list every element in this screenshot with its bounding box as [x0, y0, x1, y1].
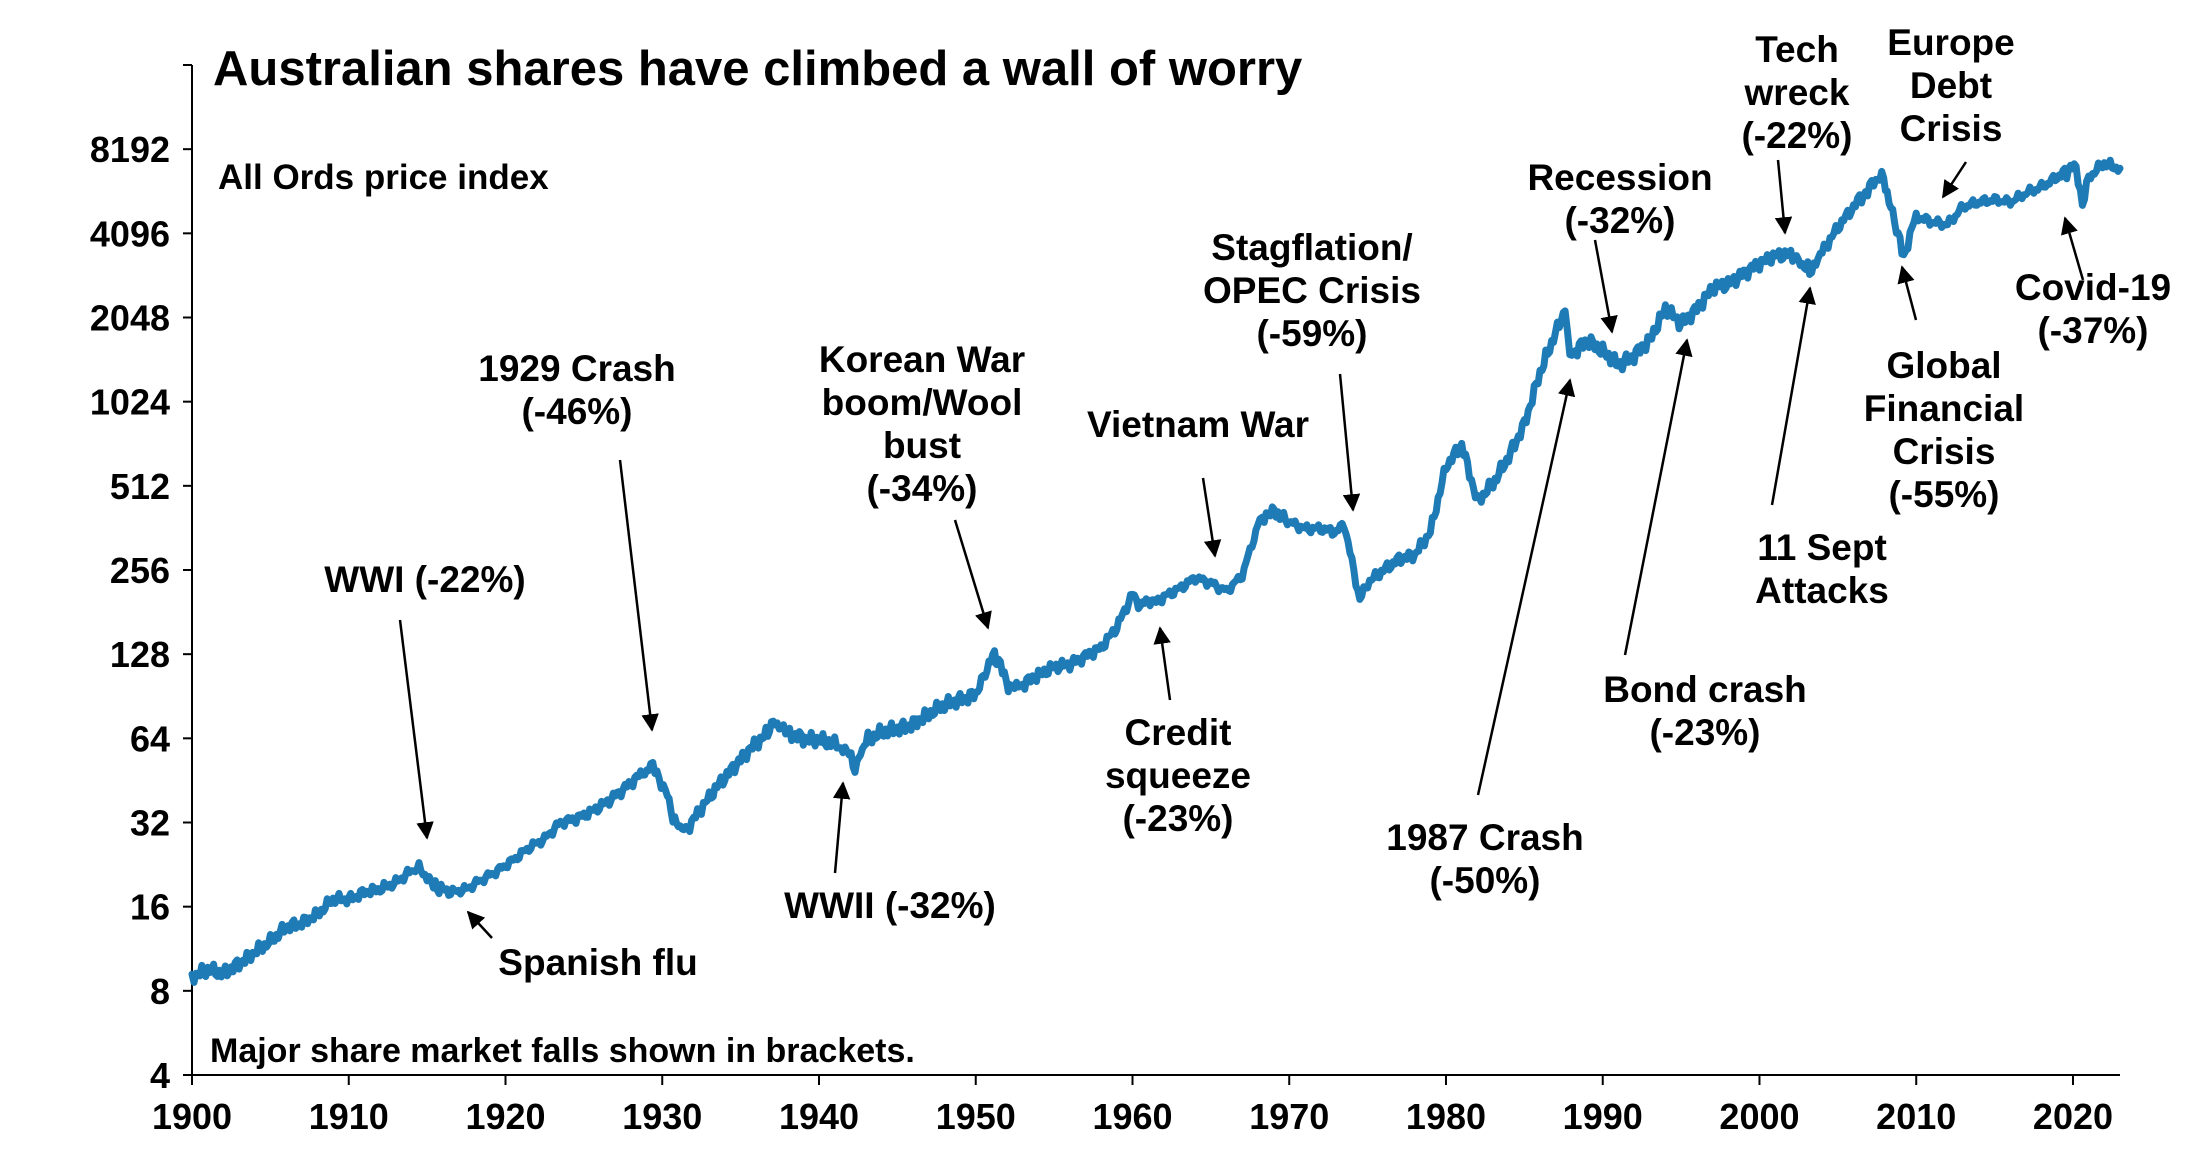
series-line	[188, 156, 2124, 986]
x-tick-label: 1910	[309, 1096, 389, 1137]
annotation-label: Tech wreck (-22%)	[1741, 29, 1852, 156]
x-tick-label: 1970	[1249, 1096, 1329, 1137]
annotation-arrow	[1153, 626, 1172, 701]
annotation-arrow	[1201, 477, 1222, 558]
y-tick-label: 2048	[90, 298, 170, 339]
y-tick-label: 256	[110, 550, 170, 591]
y-tick-label: 8192	[90, 129, 170, 170]
annotation-label: Vietnam War	[1087, 404, 1309, 445]
annotation: Recession (-32%)	[1527, 157, 1713, 334]
x-tick-label: 1980	[1406, 1096, 1486, 1137]
chart-note: Major share market falls shown in bracke…	[210, 1032, 915, 1070]
annotation-label: WWI (-22%)	[324, 559, 525, 600]
annotation-label: Global Financial Crisis (-55%)	[1864, 345, 2024, 515]
x-tick-label: 2000	[1719, 1096, 1799, 1137]
annotation: Spanish flu	[466, 910, 698, 983]
annotation-label: Bond crash (-23%)	[1603, 669, 1807, 753]
y-tick-label: 512	[110, 466, 170, 507]
x-tick-label: 1900	[152, 1096, 232, 1137]
axes: 4 8 16 32 64 128 256 512 1024 2048 4096 8192 1900 191…	[90, 64, 2120, 1137]
x-tick-label: 1930	[622, 1096, 702, 1137]
series-group	[188, 156, 2124, 986]
annotation-arrow	[1897, 265, 1918, 321]
annotation-label: 1929 Crash (-46%)	[478, 348, 675, 432]
annotation-label: 11 Sept Attacks	[1755, 527, 1889, 611]
annotation-label: Credit squeeze (-23%)	[1105, 712, 1251, 839]
annotation-arrow	[1593, 239, 1618, 334]
y-tick-label: 32	[130, 803, 170, 844]
annotation-arrow	[832, 781, 851, 874]
annotation-arrow	[1770, 286, 1816, 506]
annotation: Bond crash (-23%)	[1603, 338, 1807, 753]
x-tick-label: 2010	[1876, 1096, 1956, 1137]
chart-title: Australian shares have climbed a wall of…	[213, 42, 1302, 96]
annotation-arrow	[953, 519, 992, 630]
x-tick-label: 2020	[2033, 1096, 2113, 1137]
x-tick-label: 1950	[936, 1096, 1016, 1137]
annotation: Korean War boom/Wool bust (-34%)	[819, 339, 1025, 630]
y-tick-label: 1024	[90, 382, 170, 423]
annotations-group: WWI (-22%) Spanish flu 1929 Crash (-46%) WWI…	[324, 22, 2171, 983]
annotation-arrow	[1338, 373, 1361, 512]
annotation: WWII (-32%)	[784, 781, 996, 926]
annotation: Global Financial Crisis (-55%)	[1864, 265, 2024, 515]
x-tick-label: 1990	[1563, 1096, 1643, 1137]
annotation-label: Stagflation/OPEC Crisis (-59%)	[1203, 227, 1421, 354]
annotation: Stagflation/OPEC Crisis (-59%)	[1203, 227, 1421, 512]
y-tick-label: 16	[130, 887, 170, 928]
y-tick-label: 128	[110, 634, 170, 675]
annotation-label: Recession (-32%)	[1527, 157, 1712, 241]
annotation-label: Korean War boom/Wool bust (-34%)	[819, 339, 1025, 509]
annotation-arrow	[2060, 216, 2085, 281]
y-tick-label: 8	[150, 971, 170, 1012]
annotation-arrow	[1941, 161, 1968, 199]
annotation: Covid-19 (-37%)	[2015, 216, 2171, 351]
annotation-arrow	[1774, 159, 1793, 235]
annotation: WWI (-22%)	[324, 559, 526, 840]
annotation-arrow	[1476, 378, 1576, 796]
annotation-arrow	[466, 910, 493, 939]
annotation: 1929 Crash (-46%)	[478, 348, 676, 732]
annotation: Vietnam War	[1087, 404, 1309, 558]
annotation-label: Covid-19 (-37%)	[2015, 267, 2171, 351]
x-tick-label: 1940	[779, 1096, 859, 1137]
annotation: 11 Sept Attacks	[1755, 286, 1889, 611]
annotation-arrow	[1623, 338, 1693, 656]
annotation-label: 1987 Crash (-50%)	[1386, 817, 1583, 901]
y-tick-label: 4096	[90, 213, 170, 254]
x-tick-label: 1960	[1092, 1096, 1172, 1137]
y-tick-label: 64	[130, 718, 170, 759]
annotation-label: WWII (-32%)	[784, 885, 996, 926]
annotation-label: Spanish flu	[498, 942, 697, 983]
annotation-label: Europe Debt Crisis	[1887, 22, 2014, 149]
annotation-arrow	[398, 619, 434, 840]
annotation: 1987 Crash (-50%)	[1386, 378, 1584, 901]
x-tick-label: 1920	[465, 1096, 545, 1137]
annotation: Credit squeeze (-23%)	[1105, 626, 1251, 839]
annotation: Tech wreck (-22%)	[1741, 29, 1853, 235]
y-tick-label: 4	[150, 1055, 170, 1096]
chart-subtitle: All Ords price index	[218, 158, 549, 197]
annotation: Europe Debt Crisis	[1887, 22, 2015, 199]
annotation-arrow	[618, 459, 659, 732]
